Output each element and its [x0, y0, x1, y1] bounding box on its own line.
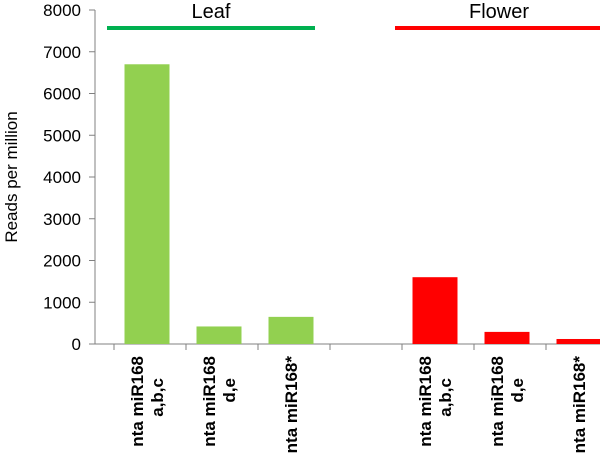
x-tick-label-line: nta miR168	[200, 356, 219, 447]
x-tick-label-line: nta miR168	[488, 356, 507, 447]
y-tick-label: 3000	[43, 210, 81, 229]
bar-flower-1	[412, 277, 458, 344]
bar-leaf-1	[124, 64, 170, 345]
y-axis: 0 1000 2000 3000 4000 5000 6000 7000 8000	[43, 1, 96, 354]
x-tick-label: nta miR168d,e	[200, 356, 239, 447]
x-tick-label: nta miR168*	[282, 356, 301, 454]
bar-leaf-3	[268, 316, 314, 344]
x-tick-label-line: a,b,c	[148, 378, 167, 417]
bar-flower-2	[484, 331, 530, 344]
group-label-leaf: Leaf	[192, 1, 231, 23]
y-axis-label: Reads per million	[2, 111, 21, 242]
x-tick-label-line: nta miR168	[128, 356, 147, 447]
y-tick-label: 6000	[43, 85, 81, 104]
y-tick-label: 4000	[43, 168, 81, 187]
bar-leaf-2	[196, 326, 242, 344]
x-tick-labels: nta miR168a,b,c nta miR168d,e nta miR168* n…	[128, 356, 589, 454]
group-label-flower: Flower	[469, 1, 529, 23]
x-tick-label: nta miR168d,e	[488, 356, 527, 447]
y-tick-label: 7000	[43, 43, 81, 62]
y-tick-label: 5000	[43, 126, 81, 145]
x-axis	[95, 343, 600, 350]
x-tick-label-line: nta miR168*	[570, 356, 589, 454]
x-tick-label-line: nta miR168	[416, 356, 435, 447]
x-tick-label: nta miR168a,b,c	[128, 356, 167, 447]
x-tick-label: nta miR168*	[570, 356, 589, 454]
y-tick-label: 2000	[43, 252, 81, 271]
x-tick-label-line: nta miR168*	[282, 356, 301, 454]
bars	[124, 64, 600, 345]
x-tick-label-line: a,b,c	[436, 378, 455, 417]
x-tick-label: nta miR168a,b,c	[416, 356, 455, 447]
y-tick-label: 8000	[43, 1, 81, 20]
bar-flower-3	[556, 338, 600, 344]
x-tick-label-line: d,e	[508, 378, 527, 403]
y-tick-label: 1000	[43, 293, 81, 312]
y-tick-label: 0	[72, 335, 81, 354]
group-brackets: Leaf Flower	[107, 1, 600, 30]
x-tick-label-line: d,e	[220, 378, 239, 403]
